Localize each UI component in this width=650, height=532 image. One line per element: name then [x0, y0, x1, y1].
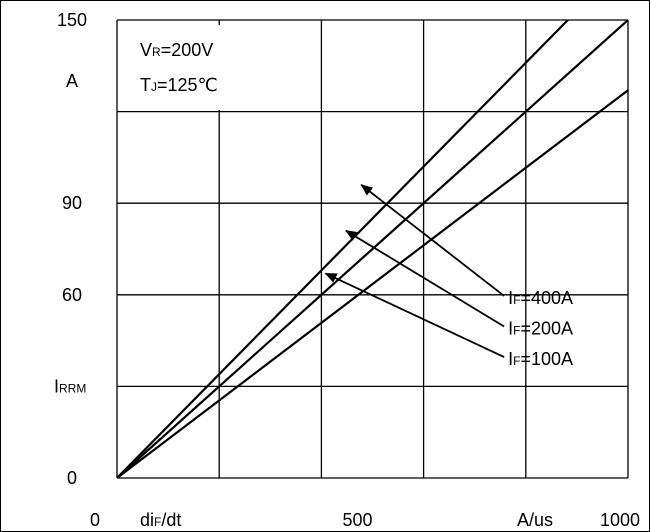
- series-line: [117, 89, 628, 478]
- labels: IF=400A IF=200A IF=100A 0 60 90 150 IRRM A 0 500 10…: [54, 10, 640, 530]
- series-label: IF=400A: [508, 288, 573, 308]
- x-axis-unit: A/us: [517, 510, 553, 530]
- x-tick-label: 0: [90, 510, 100, 530]
- y-tick-label: 60: [62, 285, 82, 305]
- y-axis-unit: A: [66, 71, 78, 91]
- series-line: [117, 20, 628, 478]
- series-line: [117, 20, 570, 478]
- x-axis-title: diF/dt: [140, 510, 181, 530]
- y-tick-label: 90: [62, 193, 82, 213]
- x-tick-label: 1000: [600, 510, 640, 530]
- annotation-arrow: [345, 229, 505, 328]
- annotation-arrow: [360, 184, 505, 297]
- annotation-arrows: [324, 184, 505, 358]
- y-axis-title: IRRM: [54, 376, 86, 396]
- x-tick-label: 500: [342, 510, 372, 530]
- conditions-background: [123, 25, 263, 110]
- series-label: IF=100A: [508, 349, 573, 369]
- series-label: IF=200A: [508, 318, 573, 338]
- y-tick-label: 0: [67, 468, 77, 488]
- series-lines: [117, 20, 628, 478]
- condition-vr: VR=200V: [140, 40, 213, 60]
- y-tick-label: 150: [57, 10, 87, 30]
- condition-tj: TJ=125℃: [140, 75, 218, 95]
- annotation-arrow: [324, 272, 505, 358]
